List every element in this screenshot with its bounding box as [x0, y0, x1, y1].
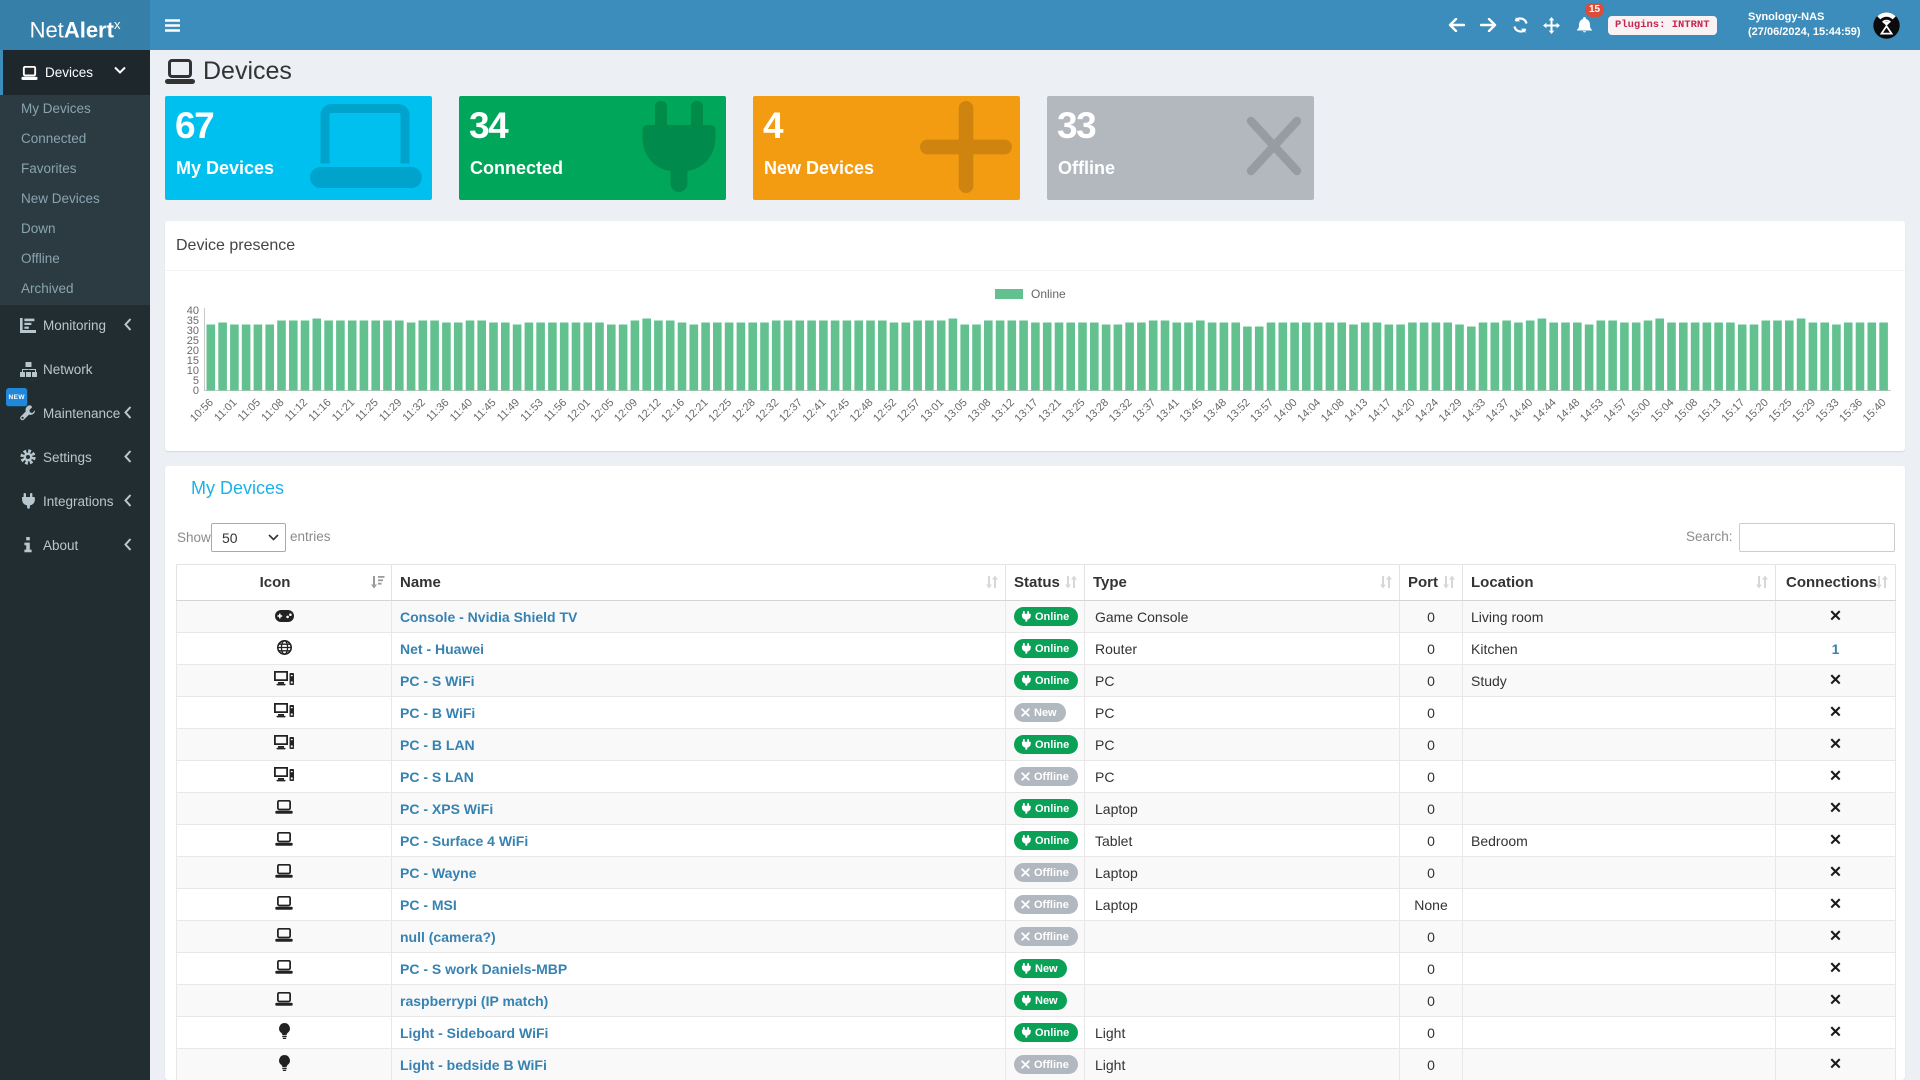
svg-text:13:25: 13:25	[1060, 397, 1088, 425]
svg-text:13:52: 13:52	[1225, 397, 1253, 425]
svg-text:11:45: 11:45	[471, 397, 498, 424]
svg-text:12:48: 12:48	[848, 397, 876, 425]
svg-text:12:57: 12:57	[895, 397, 923, 425]
svg-text:11:56: 11:56	[542, 397, 569, 424]
svg-text:15:33: 15:33	[1814, 397, 1842, 425]
svg-text:15:00: 15:00	[1625, 397, 1653, 425]
svg-text:15:40: 15:40	[1861, 397, 1889, 425]
svg-text:40: 40	[187, 305, 199, 317]
svg-text:11:12: 11:12	[283, 397, 310, 424]
svg-text:15:08: 15:08	[1672, 397, 1700, 425]
svg-text:15:29: 15:29	[1790, 397, 1818, 425]
svg-text:11:21: 11:21	[330, 397, 357, 424]
svg-text:15:20: 15:20	[1743, 397, 1771, 425]
svg-text:14:17: 14:17	[1366, 397, 1394, 425]
svg-text:12:16: 12:16	[659, 397, 687, 425]
svg-text:12:25: 12:25	[706, 397, 734, 425]
svg-text:15: 15	[187, 355, 199, 367]
svg-text:20: 20	[187, 345, 199, 357]
svg-text:14:48: 14:48	[1554, 397, 1582, 425]
svg-text:14:57: 14:57	[1602, 397, 1630, 425]
svg-text:11:01: 11:01	[212, 397, 239, 424]
svg-text:10:56: 10:56	[188, 397, 216, 425]
svg-text:13:41: 13:41	[1154, 397, 1182, 425]
svg-text:15:25: 15:25	[1766, 397, 1794, 425]
svg-text:14:53: 14:53	[1578, 397, 1606, 425]
svg-text:12:28: 12:28	[730, 397, 758, 425]
svg-text:13:21: 13:21	[1036, 397, 1064, 425]
svg-text:14:00: 14:00	[1272, 397, 1300, 425]
svg-text:12:01: 12:01	[565, 397, 593, 425]
svg-text:14:40: 14:40	[1507, 397, 1535, 425]
svg-text:14:37: 14:37	[1484, 397, 1512, 425]
svg-text:11:05: 11:05	[236, 397, 263, 424]
svg-text:13:32: 13:32	[1107, 397, 1135, 425]
svg-text:12:52: 12:52	[871, 397, 899, 425]
svg-text:15:13: 15:13	[1696, 397, 1724, 425]
svg-text:15:17: 15:17	[1719, 397, 1747, 425]
svg-text:14:13: 14:13	[1342, 397, 1370, 425]
svg-text:10: 10	[187, 365, 199, 377]
svg-text:11:49: 11:49	[495, 397, 522, 424]
svg-text:12:32: 12:32	[753, 397, 781, 425]
svg-text:12:21: 12:21	[683, 397, 711, 425]
svg-text:35: 35	[187, 315, 199, 327]
svg-text:11:36: 11:36	[424, 397, 451, 424]
svg-text:15:04: 15:04	[1649, 397, 1677, 425]
svg-text:13:12: 13:12	[989, 397, 1017, 425]
svg-text:12:45: 12:45	[824, 397, 852, 425]
svg-text:13:08: 13:08	[965, 397, 993, 425]
svg-text:11:40: 11:40	[448, 397, 475, 424]
svg-text:12:09: 12:09	[612, 397, 640, 425]
svg-text:14:24: 14:24	[1413, 397, 1441, 425]
svg-text:15:36: 15:36	[1837, 397, 1865, 425]
svg-text:11:29: 11:29	[377, 397, 404, 424]
svg-text:14:04: 14:04	[1295, 397, 1323, 425]
svg-text:25: 25	[187, 335, 199, 347]
svg-text:12:12: 12:12	[636, 397, 664, 425]
svg-text:11:08: 11:08	[259, 397, 286, 424]
svg-text:14:08: 14:08	[1319, 397, 1347, 425]
svg-text:30: 30	[187, 325, 199, 337]
svg-text:12:37: 12:37	[777, 397, 805, 425]
svg-text:11:53: 11:53	[518, 397, 545, 424]
svg-text:0: 0	[193, 385, 199, 397]
svg-text:12:41: 12:41	[801, 397, 829, 425]
svg-text:14:33: 14:33	[1460, 397, 1488, 425]
svg-text:11:16: 11:16	[306, 397, 333, 424]
svg-text:11:32: 11:32	[401, 397, 428, 424]
svg-text:13:01: 13:01	[918, 397, 946, 425]
svg-text:13:57: 13:57	[1248, 397, 1276, 425]
svg-text:14:29: 14:29	[1437, 397, 1465, 425]
svg-text:13:17: 13:17	[1013, 397, 1041, 425]
svg-text:13:28: 13:28	[1083, 397, 1111, 425]
svg-text:13:45: 13:45	[1177, 397, 1205, 425]
svg-text:11:25: 11:25	[353, 397, 380, 424]
svg-text:14:20: 14:20	[1390, 397, 1418, 425]
svg-text:14:44: 14:44	[1531, 397, 1559, 425]
svg-text:13:05: 13:05	[942, 397, 970, 425]
svg-text:12:05: 12:05	[588, 397, 616, 425]
svg-text:5: 5	[193, 375, 199, 387]
svg-text:13:37: 13:37	[1130, 397, 1158, 425]
svg-text:13:48: 13:48	[1201, 397, 1229, 425]
